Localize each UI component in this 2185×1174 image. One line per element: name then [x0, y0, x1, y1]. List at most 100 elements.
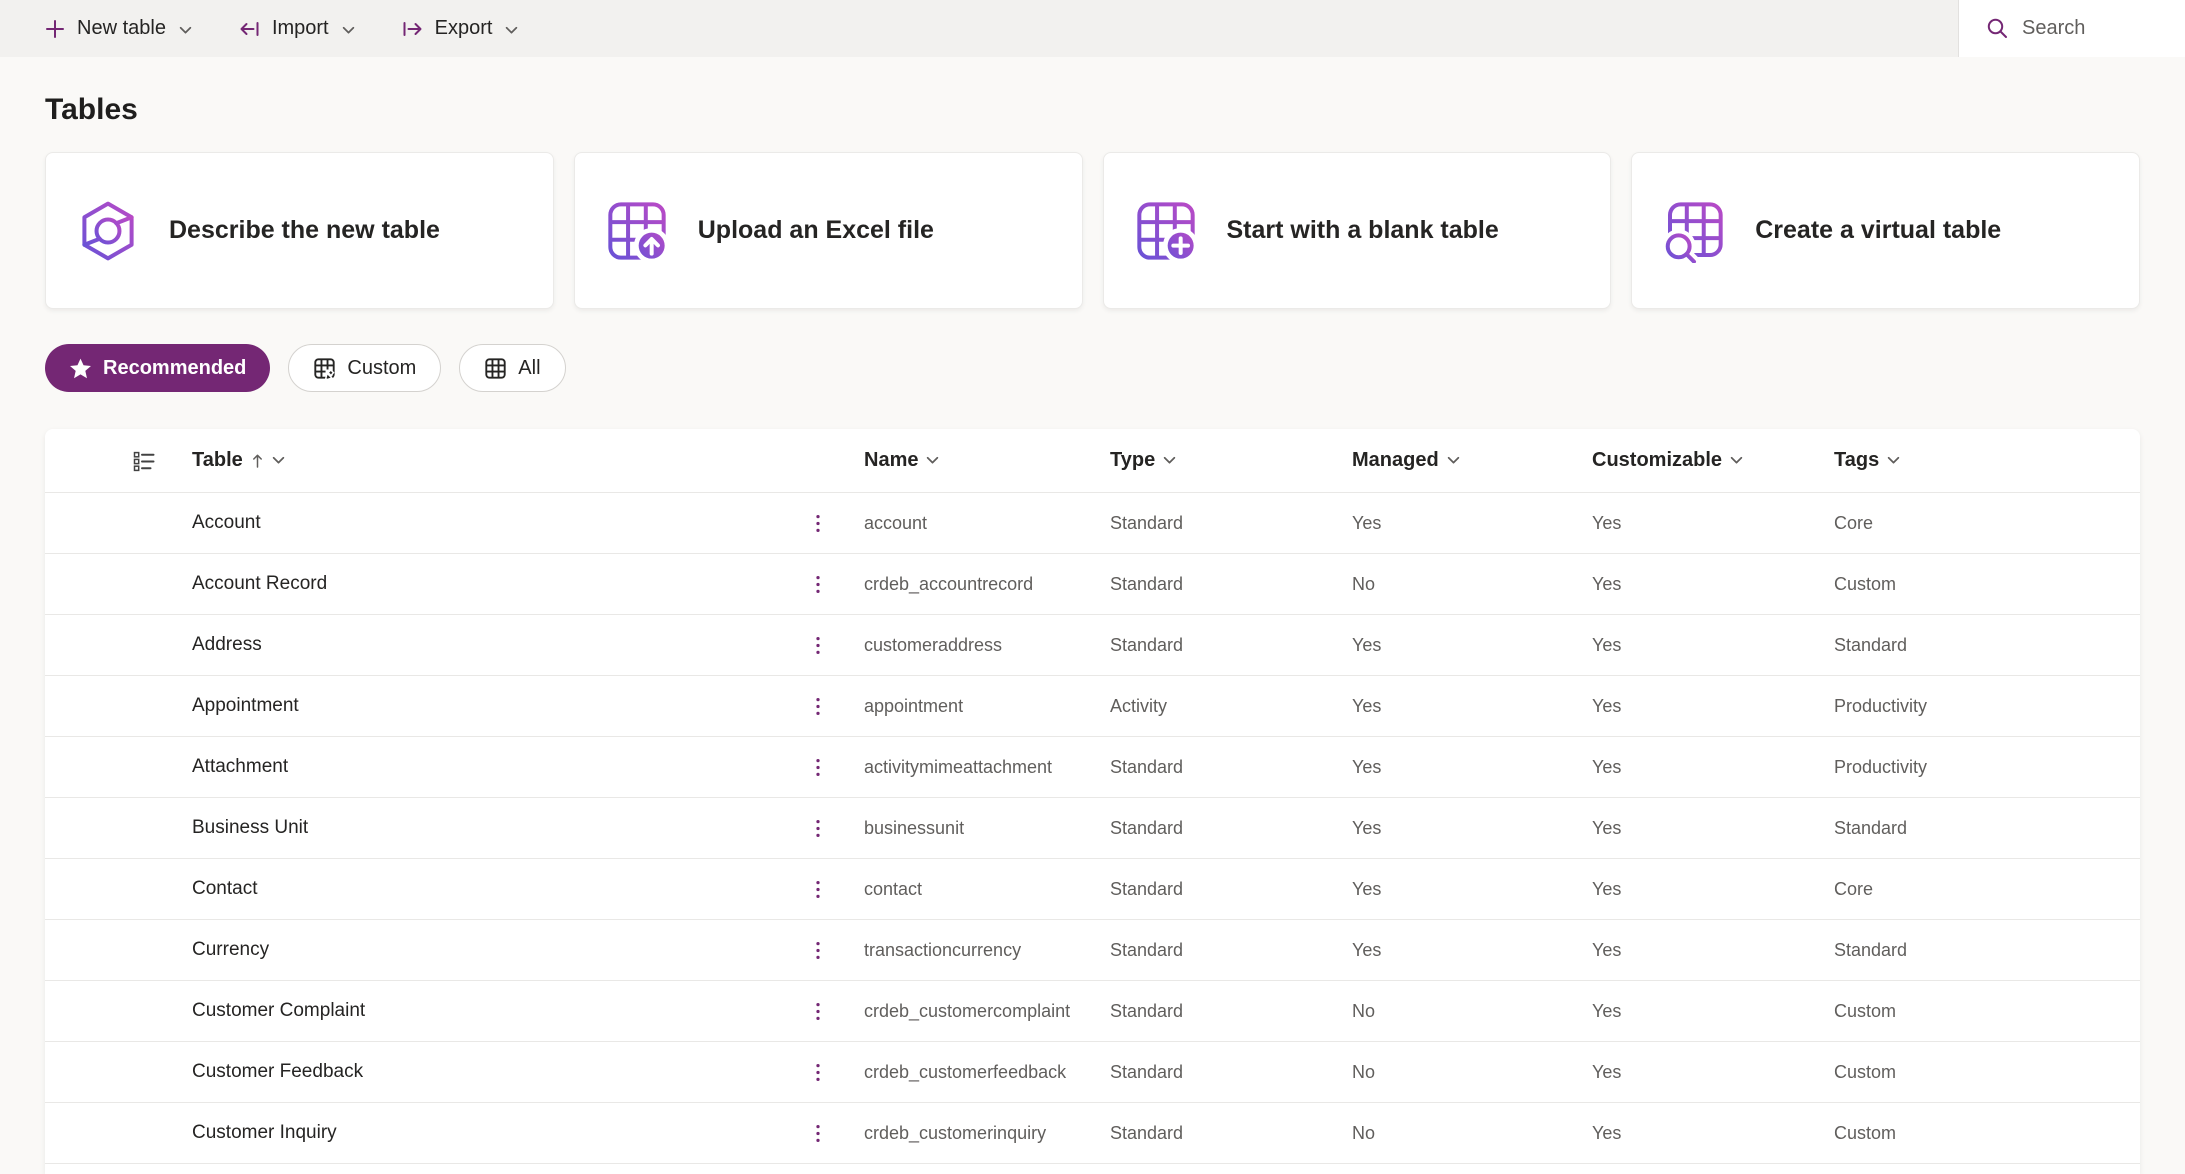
tags-cell: Custom	[1834, 573, 1897, 594]
search-input[interactable]	[2022, 17, 2172, 40]
search-box[interactable]	[1958, 0, 2185, 57]
card-label: Create a virtual table	[1755, 216, 2002, 244]
table-row[interactable]: Appointment appointment Activity Yes Yes…	[45, 676, 2140, 737]
row-actions-kebab-icon[interactable]	[809, 626, 827, 665]
row-list-icon[interactable]	[132, 449, 156, 473]
table-display-name[interactable]: Attachment	[192, 756, 289, 777]
table-display-name[interactable]: Account	[192, 512, 261, 533]
tags-cell: Productivity	[1834, 756, 1928, 777]
table-row[interactable]: Address customeraddress Standard Yes Yes…	[45, 615, 2140, 676]
import-icon	[238, 18, 261, 40]
row-actions-kebab-icon[interactable]	[809, 1114, 827, 1153]
import-button[interactable]: Import	[238, 17, 355, 40]
excel-upload-icon	[605, 199, 669, 263]
tags-cell: Standard	[1834, 817, 1908, 838]
row-actions-kebab-icon[interactable]	[809, 931, 827, 970]
managed-cell: Yes	[1352, 756, 1382, 777]
customizable-cell: Yes	[1592, 878, 1622, 899]
tags-cell: Standard	[1834, 939, 1908, 960]
row-actions-kebab-icon[interactable]	[809, 687, 827, 726]
filter-all[interactable]: All	[459, 344, 566, 392]
chevron-down-icon[interactable]	[1447, 454, 1460, 467]
tags-cell: Productivity	[1834, 695, 1928, 716]
card-label: Describe the new table	[169, 216, 440, 244]
row-actions-kebab-icon[interactable]	[809, 504, 827, 543]
header-type[interactable]: Type	[1110, 449, 1352, 472]
row-actions-kebab-icon[interactable]	[809, 992, 827, 1031]
row-actions-kebab-icon[interactable]	[809, 748, 827, 787]
export-button[interactable]: Export	[401, 17, 519, 40]
describe-new-table-card[interactable]: Describe the new table	[45, 152, 554, 309]
logical-name-cell: crdeb_customerfeedback	[864, 1061, 1067, 1082]
table-row[interactable]: Customer Inquiry crdeb_customerinquiry S…	[45, 1103, 2140, 1164]
table-row[interactable]: Currency transactioncurrency Standard Ye…	[45, 920, 2140, 981]
table-row[interactable]: Attachment activitymimeattachment Standa…	[45, 737, 2140, 798]
logical-name-cell: businessunit	[864, 817, 965, 838]
type-cell: Standard	[1110, 634, 1184, 655]
table-row[interactable]: Business Unit businessunit Standard Yes …	[45, 798, 2140, 859]
logical-name-cell: appointment	[864, 695, 964, 716]
blank-table-card[interactable]: Start with a blank table	[1102, 152, 1612, 309]
type-cell: Standard	[1110, 756, 1184, 777]
filter-custom[interactable]: Custom	[288, 344, 442, 392]
header-name[interactable]: Name	[864, 449, 1110, 472]
type-cell: Standard	[1110, 512, 1184, 533]
new-table-button[interactable]: New table	[44, 17, 192, 40]
table-display-name[interactable]: Customer Inquiry	[192, 1122, 337, 1143]
chevron-down-icon[interactable]	[1887, 454, 1900, 467]
tags-cell: Custom	[1834, 1061, 1897, 1082]
tags-cell: Standard	[1834, 634, 1908, 655]
row-actions-kebab-icon[interactable]	[809, 565, 827, 604]
table-row[interactable]: Account account Standard Yes Yes Core	[45, 493, 2140, 554]
managed-cell: Yes	[1352, 817, 1382, 838]
managed-cell: No	[1352, 1122, 1376, 1143]
card-label: Start with a blank table	[1226, 216, 1499, 244]
table-row[interactable]: Account Record crdeb_accountrecord Stand…	[45, 554, 2140, 615]
chevron-down-icon[interactable]	[926, 454, 939, 467]
header-label: Type	[1110, 449, 1156, 471]
table-creation-cards: Describe the new table Upload an Excel f…	[45, 152, 2140, 309]
table-display-name[interactable]: Contact	[192, 878, 258, 899]
table-display-name[interactable]: Customer Feedback	[192, 1061, 364, 1082]
managed-cell: No	[1352, 1061, 1376, 1082]
customizable-cell: Yes	[1592, 573, 1622, 594]
table-display-name[interactable]: Account Record	[192, 573, 328, 594]
header-tags[interactable]: Tags	[1834, 449, 2140, 472]
page-title: Tables	[45, 93, 138, 126]
logical-name-cell: crdeb_customerinquiry	[864, 1122, 1047, 1143]
header-managed[interactable]: Managed	[1352, 449, 1592, 472]
table-display-name[interactable]: Appointment	[192, 695, 299, 716]
customizable-cell: Yes	[1592, 817, 1622, 838]
table-display-name[interactable]: Currency	[192, 939, 270, 960]
table-display-name[interactable]: Business Unit	[192, 817, 309, 838]
filter-recommended[interactable]: Recommended	[45, 344, 271, 392]
search-icon	[1986, 17, 2009, 40]
chevron-down-icon[interactable]	[505, 24, 518, 37]
table-edit-icon	[313, 357, 336, 380]
header-table[interactable]: Table	[192, 449, 815, 472]
row-actions-kebab-icon[interactable]	[809, 1053, 827, 1092]
row-actions-kebab-icon[interactable]	[809, 870, 827, 909]
virtual-table-card[interactable]: Create a virtual table	[1631, 152, 2140, 309]
table-row[interactable]: Contact contact Standard Yes Yes Core	[45, 859, 2140, 920]
upload-excel-card[interactable]: Upload an Excel file	[573, 152, 1083, 309]
row-actions-kebab-icon[interactable]	[809, 809, 827, 848]
sort-ascending-icon	[251, 453, 264, 469]
chevron-down-icon[interactable]	[342, 24, 355, 37]
chevron-down-icon[interactable]	[1163, 454, 1176, 467]
header-customizable[interactable]: Customizable	[1592, 449, 1834, 472]
chevron-down-icon[interactable]	[272, 454, 285, 467]
chevron-down-icon[interactable]	[179, 24, 192, 37]
customizable-cell: Yes	[1592, 512, 1622, 533]
type-cell: Standard	[1110, 878, 1184, 899]
table-row[interactable]: Customer Feedback crdeb_customerfeedback…	[45, 1042, 2140, 1103]
customizable-cell: Yes	[1592, 634, 1622, 655]
tags-cell: Core	[1834, 878, 1874, 899]
header-label: Tags	[1834, 449, 1880, 471]
tags-cell: Custom	[1834, 1000, 1897, 1021]
table-row[interactable]: Customer Complaint crdeb_customercomplai…	[45, 981, 2140, 1042]
table-display-name[interactable]: Customer Complaint	[192, 1000, 366, 1021]
chevron-down-icon[interactable]	[1730, 454, 1743, 467]
table-display-name[interactable]: Address	[192, 634, 262, 655]
export-icon	[401, 18, 424, 40]
